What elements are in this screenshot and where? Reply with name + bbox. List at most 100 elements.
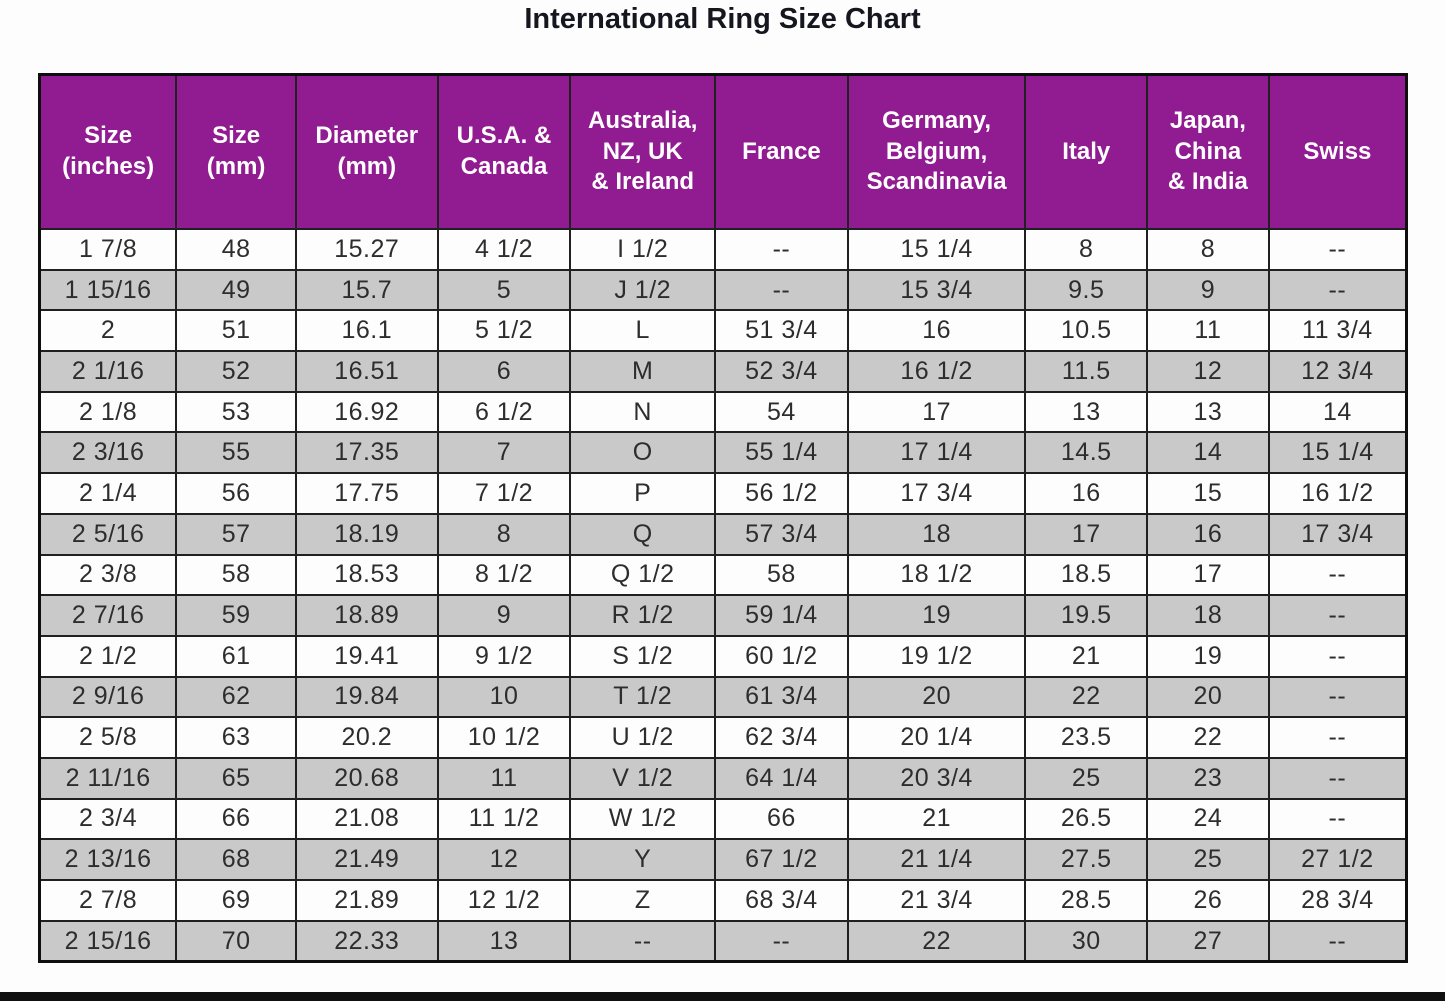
table-cell: 62 3/4 — [714, 716, 849, 759]
table-cell: 17.75 — [294, 472, 439, 515]
table-cell: 2 — [38, 309, 178, 353]
table-cell: 68 3/4 — [714, 879, 849, 922]
table-cell: 6 — [436, 350, 572, 393]
table-cell: 20 — [1146, 675, 1270, 719]
table-cell: 15 1/4 — [1267, 431, 1408, 475]
table-cell: 13 — [436, 919, 572, 963]
table-cell: 11 3/4 — [1267, 309, 1408, 353]
header-cell: Australia, NZ, UK & Ireland — [569, 73, 717, 230]
table-row: 2 3/4 66 21.08 11 1/2 W 1/2 66 21 26.5 24 -- — [38, 797, 1408, 841]
table-cell: -- — [1267, 675, 1408, 719]
table-cell: 14 — [1267, 390, 1408, 434]
table-cell: 1 7/8 — [38, 228, 178, 271]
table-cell: 14 — [1146, 431, 1270, 475]
table-row: 2 3/8 58 18.53 8 1/2 Q 1/2 58 18 1/2 18.5 17 -- — [38, 553, 1408, 597]
table-cell: 18.89 — [294, 594, 439, 637]
table-cell: 2 1/8 — [38, 390, 178, 434]
table-cell: 2 7/16 — [38, 594, 178, 637]
table-cell: N — [569, 390, 717, 434]
table-cell: 13 — [1146, 390, 1270, 434]
table-cell: 18.53 — [294, 553, 439, 597]
table-cell: 63 — [175, 716, 297, 759]
table-cell: Q — [569, 512, 717, 556]
header-cell: Italy — [1024, 73, 1149, 230]
table-cell: 16 — [1146, 512, 1270, 556]
table-cell: 16.1 — [294, 309, 439, 353]
table-cell: 9 1/2 — [436, 634, 572, 678]
table-cell: 27 1/2 — [1267, 838, 1408, 881]
table-cell: 28.5 — [1024, 879, 1149, 922]
table-cell: 4 1/2 — [436, 228, 572, 271]
table-cell: 15.27 — [294, 228, 439, 271]
table-cell: 18 — [1146, 594, 1270, 637]
table-cell: 13 — [1024, 390, 1149, 434]
table-cell: 12 1/2 — [436, 879, 572, 922]
header-cell: Japan, China & India — [1146, 73, 1270, 230]
table-cell: 51 — [175, 309, 297, 353]
table-cell: 56 1/2 — [714, 472, 849, 515]
table-row: 2 7/8 69 21.89 12 1/2 Z 68 3/4 21 3/4 28.5 26 28 … — [38, 879, 1408, 922]
header-cell: Diameter (mm) — [294, 73, 439, 230]
table-cell: L — [569, 309, 717, 353]
table-row: 2 1/4 56 17.75 7 1/2 P 56 1/2 17 3/4 16 15 16 1/2 — [38, 472, 1408, 515]
table-cell: -- — [1267, 594, 1408, 637]
table-cell: 61 — [175, 634, 297, 678]
table-cell: -- — [1267, 919, 1408, 963]
table-cell: 25 — [1146, 838, 1270, 881]
table-cell: 62 — [175, 675, 297, 719]
table-cell: 2 3/16 — [38, 431, 178, 475]
table-cell: 19 — [1146, 634, 1270, 678]
table-cell: 49 — [175, 268, 297, 312]
table-row: 2 15/16 70 22.33 13 -- -- 22 30 27 -- — [38, 919, 1408, 963]
table-cell: O — [569, 431, 717, 475]
table-cell: R 1/2 — [569, 594, 717, 637]
table-cell: 17 — [846, 390, 1027, 434]
table-cell: 52 3/4 — [714, 350, 849, 393]
table-cell: 11 — [1146, 309, 1270, 353]
table-cell: 17 — [1146, 553, 1270, 597]
table-cell: 6 1/2 — [436, 390, 572, 434]
header-row: Size (inches) Size (mm) Diameter (mm) U.S.A… — [38, 73, 1408, 230]
table-cell: 12 3/4 — [1267, 350, 1408, 393]
ring-size-table: Size (inches) Size (mm) Diameter (mm) U.S.A… — [38, 73, 1408, 964]
table-cell: -- — [714, 228, 849, 271]
table-row: 2 5/8 63 20.2 10 1/2 U 1/2 62 3/4 20 1/4 23.5 22… — [38, 716, 1408, 759]
table-cell: 16 1/2 — [846, 350, 1027, 393]
table-cell: 11 1/2 — [436, 797, 572, 841]
table-cell: 15 1/4 — [846, 228, 1027, 271]
table-cell: 16.92 — [294, 390, 439, 434]
table-cell: 19.5 — [1024, 594, 1149, 637]
table-cell: 8 1/2 — [436, 553, 572, 597]
table-cell: 2 7/8 — [38, 879, 178, 922]
table-cell: W 1/2 — [569, 797, 717, 841]
table-cell: 59 — [175, 594, 297, 637]
table-cell: 24 — [1146, 797, 1270, 841]
table-header: Size (inches) Size (mm) Diameter (mm) U.S.A… — [38, 73, 1408, 230]
table-cell: 55 1/4 — [714, 431, 849, 475]
table-cell: T 1/2 — [569, 675, 717, 719]
table-cell: 17.35 — [294, 431, 439, 475]
table-cell: 19 — [846, 594, 1027, 637]
table-cell: 21 — [846, 797, 1027, 841]
table-cell: 8 — [1024, 228, 1149, 271]
table-cell: 21 1/4 — [846, 838, 1027, 881]
table-cell: 68 — [175, 838, 297, 881]
table-cell: 15.7 — [294, 268, 439, 312]
header-cell: U.S.A. & Canada — [436, 73, 572, 230]
table-cell: P — [569, 472, 717, 515]
table-cell: -- — [1267, 228, 1408, 271]
table-cell: 61 3/4 — [714, 675, 849, 719]
table-cell: 18.19 — [294, 512, 439, 556]
table-cell: 2 3/4 — [38, 797, 178, 841]
header-cell: Swiss — [1267, 73, 1408, 230]
table-cell: 56 — [175, 472, 297, 515]
table-cell: 22 — [846, 919, 1027, 963]
table-cell: 20.2 — [294, 716, 439, 759]
table-cell: 21 — [1024, 634, 1149, 678]
table-cell: 67 1/2 — [714, 838, 849, 881]
table-cell: 10 — [436, 675, 572, 719]
table-cell: 12 — [436, 838, 572, 881]
table-cell: 53 — [175, 390, 297, 434]
table-row: 1 15/16 49 15.7 5 J 1/2 -- 15 3/4 9.5 9 -- — [38, 268, 1408, 312]
table-cell: 19.84 — [294, 675, 439, 719]
